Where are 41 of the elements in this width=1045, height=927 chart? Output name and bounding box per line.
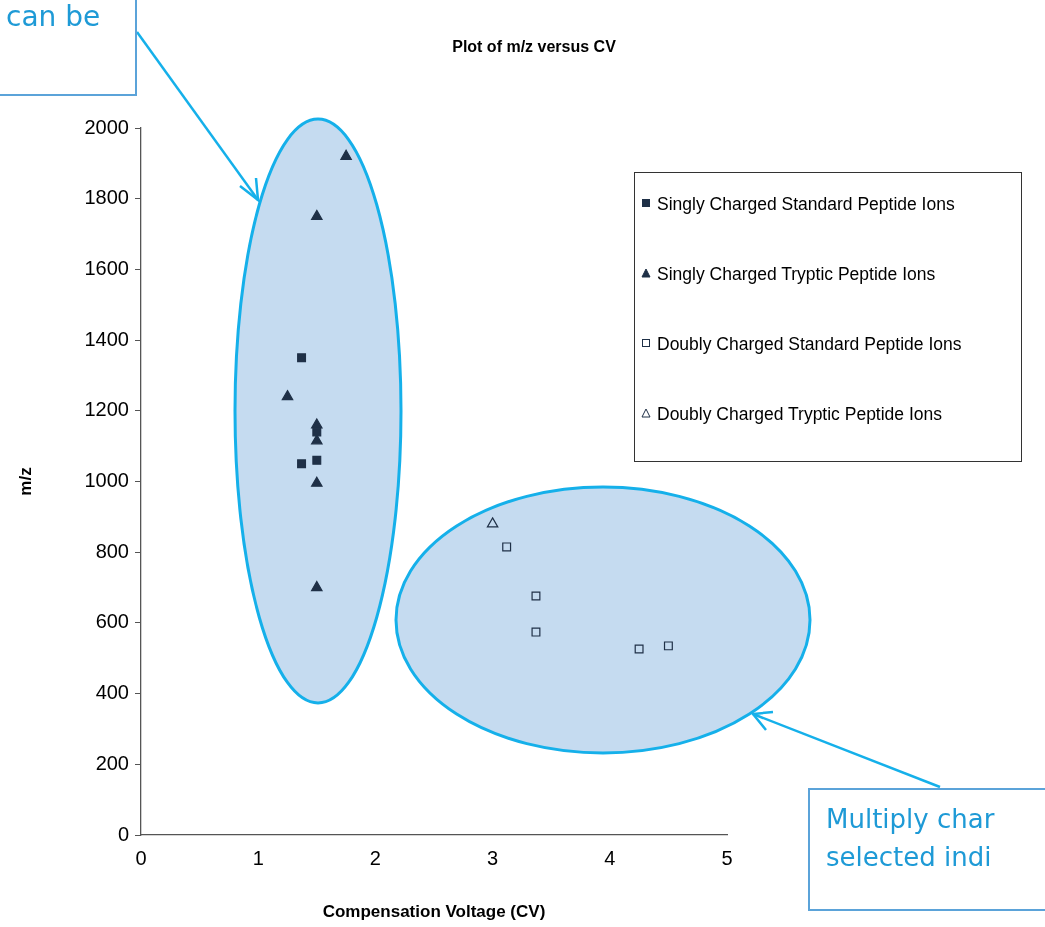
point xyxy=(312,427,322,437)
text: Multiply char selected indi xyxy=(808,788,1045,911)
x-tick-label: 0 xyxy=(135,846,147,869)
point xyxy=(486,517,499,528)
y-tick-label: 1800 xyxy=(84,186,129,209)
point xyxy=(297,353,307,363)
y-tick-label: 0 xyxy=(117,822,129,845)
x-tick-label: 2 xyxy=(369,846,381,869)
point xyxy=(340,149,352,160)
y-tick-label: 200 xyxy=(95,751,129,774)
y-tick-label: 1600 xyxy=(84,256,129,279)
legend-label: Singly Charged Standard Peptide Ions xyxy=(657,193,955,215)
point xyxy=(312,455,322,465)
x-axis-title: Compensation Voltage (CV) xyxy=(322,902,546,922)
point xyxy=(297,459,307,469)
y-tick-label: 800 xyxy=(95,539,129,562)
y-tick-label: 600 xyxy=(95,610,129,633)
point xyxy=(634,644,644,654)
legend-label: Doubly Charged Tryptic Peptide Ions xyxy=(657,403,943,425)
y-tick-label: 1400 xyxy=(84,327,129,350)
point xyxy=(502,542,512,552)
x-tick-label: 1 xyxy=(252,846,264,869)
y-tick-label: 400 xyxy=(95,681,129,704)
legend-label: Doubly Charged Standard Peptide Ions xyxy=(657,333,962,355)
point xyxy=(531,591,541,601)
y-axis-title: m/z xyxy=(15,467,35,496)
x-tick-label: 4 xyxy=(604,846,616,869)
point xyxy=(311,580,323,592)
point xyxy=(531,627,541,637)
chart-title: Plot of m/z versus CV xyxy=(451,38,617,56)
y-tick-label: 1200 xyxy=(84,398,129,421)
point xyxy=(663,641,673,651)
legend-label: Singly Charged Tryptic Peptide Ions xyxy=(657,263,936,285)
point xyxy=(311,209,323,220)
y-tick-label: 1000 xyxy=(84,469,129,492)
point xyxy=(311,476,323,487)
x-tick-label: 3 xyxy=(487,846,499,869)
text: can be xyxy=(0,0,137,96)
x-tick-label: 5 xyxy=(721,846,733,869)
point xyxy=(281,390,294,401)
y-tick-label: 2000 xyxy=(84,115,129,138)
